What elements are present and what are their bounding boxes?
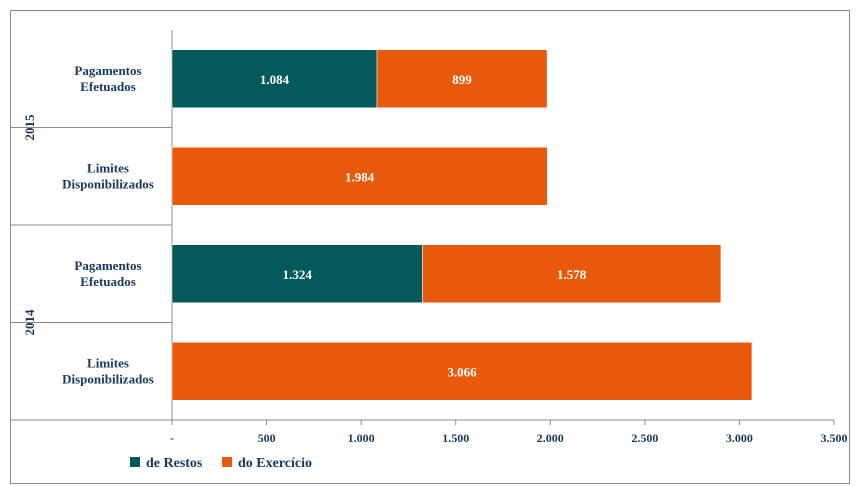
bar-value-label: 1.578 — [557, 267, 587, 282]
x-tick-label: - — [170, 431, 174, 445]
bar-value-label: 3.066 — [447, 364, 477, 379]
x-tick-label: 500 — [258, 431, 276, 445]
category-label: Limites — [87, 160, 129, 175]
legend-label: de Restos — [146, 456, 203, 471]
legend-swatch — [130, 457, 140, 467]
bar-segment-do-exercicio — [376, 49, 548, 108]
category-label: Pagamentos — [74, 258, 141, 273]
year-label: 2014 — [22, 309, 37, 336]
x-tick-label: 1.500 — [442, 431, 469, 445]
category-label: Disponibilizados — [62, 176, 154, 191]
bar-value-label: 899 — [452, 72, 472, 87]
category-label: Efetuados — [80, 274, 136, 289]
bar-segment-do-exercicio — [422, 244, 722, 303]
category-label: Limites — [87, 355, 129, 370]
bar-segment-de-restos — [171, 244, 423, 303]
legend-label: do Exercício — [238, 456, 312, 471]
category-label: Efetuados — [80, 79, 136, 94]
x-tick-label: 2.500 — [631, 431, 658, 445]
x-tick-label: 2.000 — [537, 431, 564, 445]
bar-value-label: 1.324 — [283, 267, 313, 282]
bar-segment-do-exercicio — [171, 342, 753, 401]
bar-value-label: 1.984 — [345, 169, 375, 184]
bar-value-label: 1.084 — [260, 72, 290, 87]
category-label: Pagamentos — [74, 63, 141, 78]
bar-segment-do-exercicio — [171, 147, 548, 206]
x-tick-label: 1.000 — [348, 431, 375, 445]
year-label: 2015 — [22, 114, 37, 141]
legend-swatch — [222, 457, 232, 467]
category-label: Disponibilizados — [62, 371, 154, 386]
x-tick-label: 3.000 — [726, 431, 753, 445]
x-tick-label: 3.500 — [821, 431, 848, 445]
bar-segment-de-restos — [171, 49, 378, 108]
